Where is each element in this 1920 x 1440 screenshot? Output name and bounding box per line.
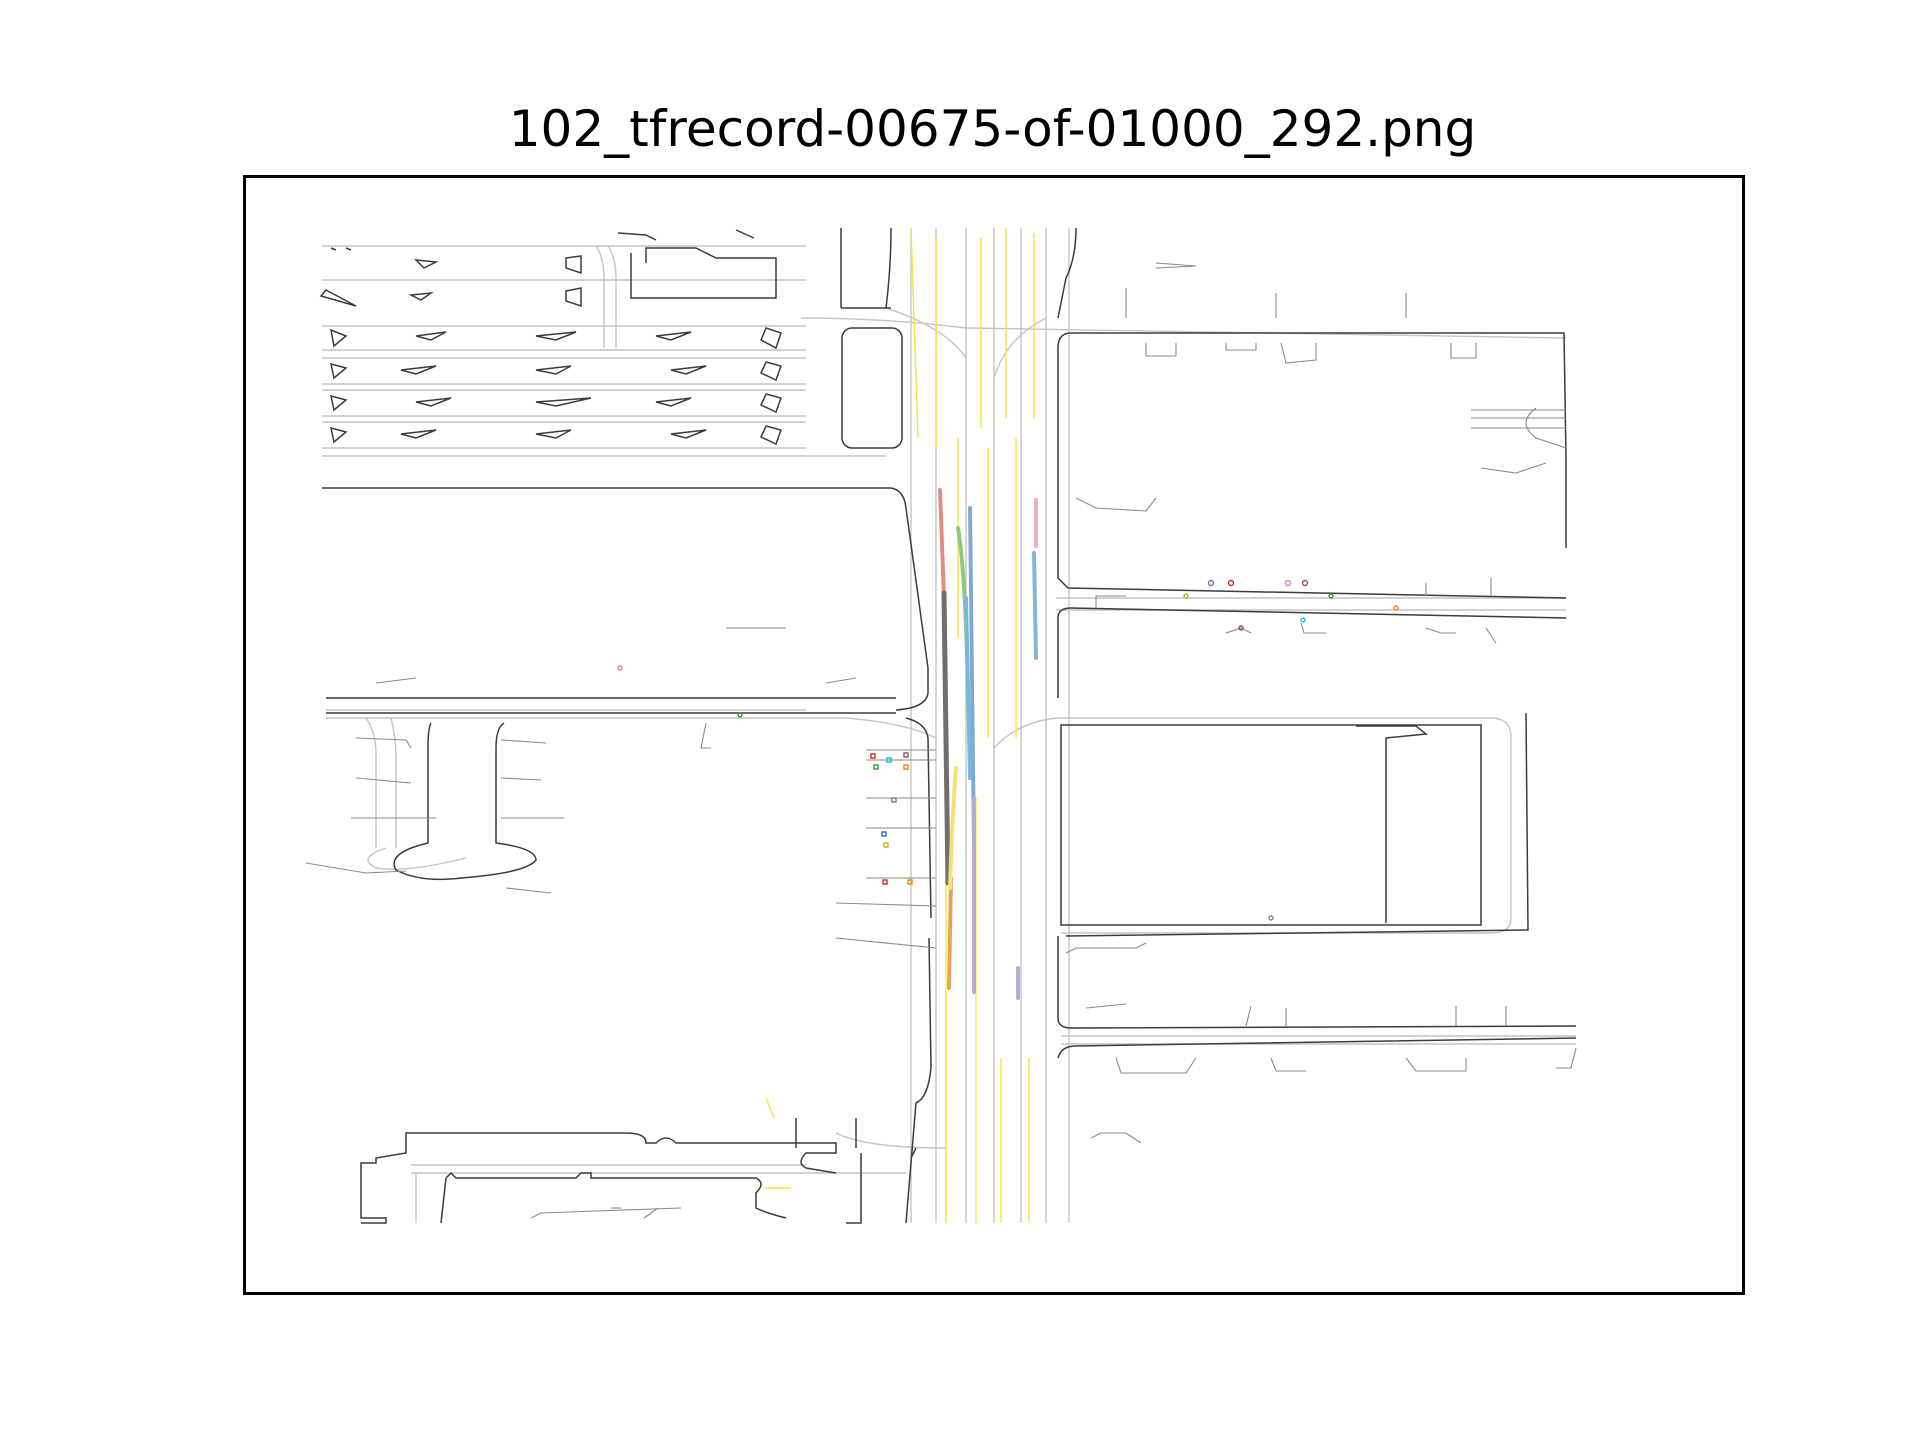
trajectory-orange [947,876,953,990]
agent-marker [1227,579,1235,587]
trajectory-blue [968,506,976,850]
agent-marker [737,712,743,718]
agent-marker [903,764,909,770]
agent-markers [617,579,1399,921]
agent-marker [886,757,892,763]
agent-marker [873,764,879,770]
trajectory-olive [948,766,958,890]
trajectory-red [938,488,946,600]
road-map [305,227,1577,1224]
agent-marker [883,842,889,848]
agent-marker [870,753,876,759]
agent-marker [1301,579,1309,587]
lane-centerlines [322,228,1576,1223]
agent-marker [903,752,909,758]
agent-marker [1328,593,1334,599]
agent-marker [617,665,623,671]
agent-trajectories [938,488,1038,1000]
agent-marker [1300,617,1306,623]
figure-title: 102_tfrecord-00675-of-01000_292.png [508,100,1477,158]
agent-marker [907,879,913,885]
agent-marker [882,879,888,885]
agent-marker [1183,593,1189,599]
trajectory-lightblue [1032,551,1038,660]
agent-marker [1238,625,1244,631]
trajectory-gray [941,590,951,886]
agent-marker [891,797,897,803]
agent-marker [1207,579,1215,587]
road-edges [319,227,1577,1224]
agent-marker [881,831,887,837]
yellow-lane-markings [765,227,1035,1223]
agent-marker [1284,579,1292,587]
agent-marker [1393,605,1399,611]
map-frame [243,175,1745,1295]
agent-marker [1268,915,1274,921]
trajectory-cyan [964,596,972,780]
driveway-stubs [305,262,1577,1219]
